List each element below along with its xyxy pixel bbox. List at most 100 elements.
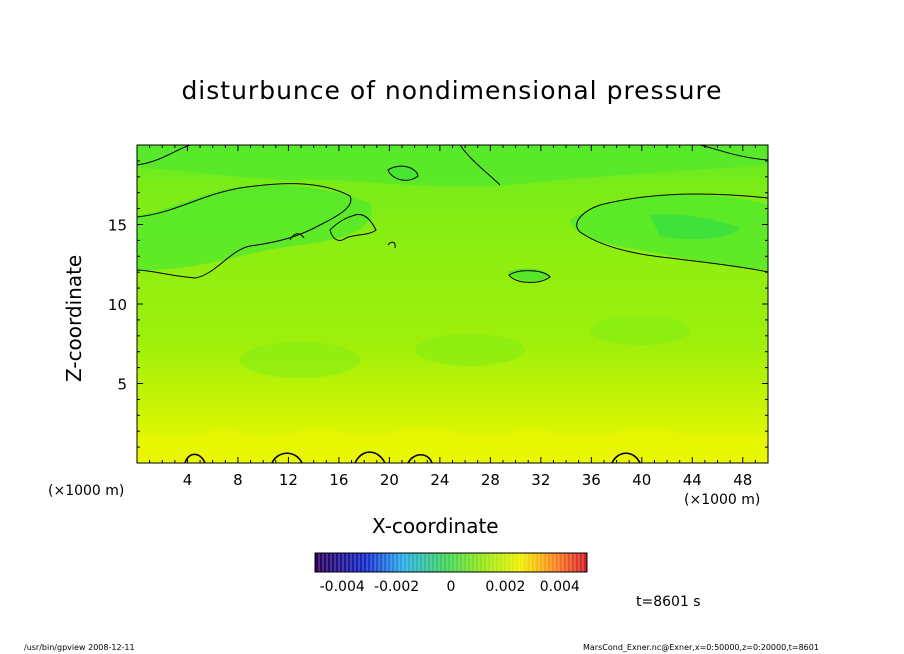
colorbar-stripe	[391, 553, 395, 572]
colorbar-stripe	[343, 553, 347, 572]
x-axis-label: X-coordinate	[372, 514, 499, 538]
colorbar-stripe	[531, 553, 535, 572]
colorbar-stripe	[355, 553, 359, 572]
colorbar-stripe	[519, 553, 523, 572]
colorbar-stripe	[379, 553, 383, 572]
colorbar-stripe	[443, 553, 447, 572]
contour-lines	[137, 145, 768, 283]
x-ticks: 4 8 12 16 20 24 28 32 36 40 44 48	[149, 145, 756, 489]
colorbar-stripe	[347, 553, 351, 572]
colorbar-tick-label: -0.004	[320, 579, 365, 595]
colorbar-stripe	[471, 553, 475, 572]
colorbar-stripe	[351, 553, 355, 572]
colorbar-stripe	[475, 553, 479, 572]
colorbar-stripe	[319, 553, 323, 572]
x-tick-label: 24	[430, 471, 449, 489]
colorbar-stripe	[575, 553, 579, 572]
x-tick-label: 36	[582, 471, 601, 489]
colorbar-stripe	[507, 553, 511, 572]
colorbar-stripe	[503, 553, 507, 572]
colorbar-stripe	[495, 553, 499, 572]
colorbar-stripe	[407, 553, 411, 572]
colorbar-stripe	[467, 553, 471, 572]
colorbar-stripe	[551, 553, 555, 572]
time-label: t=8601 s	[636, 594, 701, 610]
x-unit-label-left: (×1000 m)	[48, 483, 125, 499]
colorbar-stripe	[363, 553, 367, 572]
x-tick-label: 28	[481, 471, 500, 489]
colorbar-stripe	[451, 553, 455, 572]
x-tick-label: 48	[733, 471, 752, 489]
x-unit-label-right: (×1000 m)	[684, 492, 761, 508]
colorbar-stripe	[439, 553, 443, 572]
colorbar-tick-labels: -0.004 -0.002 0 0.002 0.004	[320, 579, 580, 595]
colorbar-stripe	[523, 553, 527, 572]
x-tick-label: 40	[632, 471, 651, 489]
contour-patches	[137, 145, 768, 463]
x-tick-label: 12	[279, 471, 298, 489]
colorbar-stripe	[375, 553, 379, 572]
colorbar: -0.004 -0.002 0 0.002 0.004	[314, 552, 588, 595]
colorbar-stripe	[403, 553, 407, 572]
colorbar-tick-label: 0.004	[540, 579, 580, 595]
colorbar-stripe	[455, 553, 459, 572]
colorbar-stripe	[315, 553, 319, 572]
colorbar-stripe	[419, 553, 423, 572]
x-tick-label: 32	[531, 471, 550, 489]
colorbar-stripe	[483, 553, 487, 572]
colorbar-stripe	[395, 553, 399, 572]
colorbar-frame	[314, 552, 588, 573]
colorbar-stripe	[555, 553, 559, 572]
colorbar-stripe	[583, 553, 587, 572]
colorbar-stripe	[535, 553, 539, 572]
colorbar-stripe	[327, 553, 331, 572]
colorbar-stripe	[491, 553, 495, 572]
colorbar-tick-label: 0.002	[485, 579, 525, 595]
colorbar-stripe	[339, 553, 343, 572]
y-tick-label: 5	[117, 376, 127, 394]
x-tick-label: 8	[233, 471, 243, 489]
colorbar-stripe	[479, 553, 483, 572]
colorbar-stripe	[499, 553, 503, 572]
footer-data-source: MarsCond_Exner.nc@Exner,x=0:50000,z=0:20…	[583, 643, 819, 652]
colorbar-stripe	[579, 553, 583, 572]
colorbar-stripe	[431, 553, 435, 572]
chart-title: disturbunce of nondimensional pressure	[181, 76, 723, 105]
x-tick-label: 16	[329, 471, 348, 489]
colorbar-stripe	[435, 553, 439, 572]
y-axis-label: Z-coordinate	[62, 254, 86, 382]
colorbar-stripe	[423, 553, 427, 572]
x-tick-label: 4	[183, 471, 193, 489]
colorbar-stripe	[459, 553, 463, 572]
colorbar-stripe	[567, 553, 571, 572]
colorbar-stripe	[335, 553, 339, 572]
y-tick-label: 15	[108, 217, 127, 235]
colorbar-stripe	[543, 553, 547, 572]
colorbar-stripe	[367, 553, 371, 572]
colorbar-stripe	[415, 553, 419, 572]
colorbar-stripe	[547, 553, 551, 572]
x-tick-label: 20	[380, 471, 399, 489]
colorbar-stripe	[323, 553, 327, 572]
colorbar-stripe	[559, 553, 563, 572]
footer-program-date: /usr/bin/gpview 2008-12-11	[24, 643, 135, 652]
colorbar-stripe	[571, 553, 575, 572]
colorbar-stripe	[331, 553, 335, 572]
colorbar-stripe	[447, 553, 451, 572]
colorbar-stripe	[463, 553, 467, 572]
colorbar-stripe	[359, 553, 363, 572]
colorbar-stripe	[487, 553, 491, 572]
x-tick-label: 44	[683, 471, 702, 489]
colorbar-stripe	[383, 553, 387, 572]
colorbar-stripe	[539, 553, 543, 572]
colorbar-stripe	[515, 553, 519, 572]
colorbar-stripe	[371, 553, 375, 572]
colorbar-tick-label: 0	[447, 579, 456, 595]
colorbar-stripe	[387, 553, 391, 572]
surface-contours	[184, 451, 641, 463]
colorbar-stripe	[399, 553, 403, 572]
y-tick-label: 10	[108, 296, 127, 314]
colorbar-stripe	[527, 553, 531, 572]
